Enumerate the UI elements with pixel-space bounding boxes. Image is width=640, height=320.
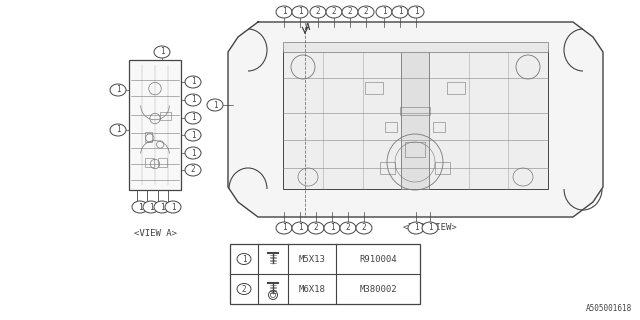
Text: 1: 1 bbox=[298, 7, 302, 17]
Ellipse shape bbox=[110, 84, 126, 96]
Ellipse shape bbox=[154, 46, 170, 58]
Ellipse shape bbox=[356, 222, 372, 234]
Text: 1: 1 bbox=[242, 254, 246, 263]
Text: 1: 1 bbox=[282, 7, 286, 17]
Bar bbox=[405, 142, 425, 157]
Text: <VIEW A>: <VIEW A> bbox=[134, 228, 177, 237]
Text: M5X13: M5X13 bbox=[299, 254, 325, 263]
Bar bbox=[283, 42, 548, 52]
Text: 1: 1 bbox=[171, 203, 175, 212]
Ellipse shape bbox=[292, 6, 308, 18]
Ellipse shape bbox=[110, 124, 126, 136]
Ellipse shape bbox=[310, 6, 326, 18]
Bar bbox=[433, 122, 445, 132]
Text: 2: 2 bbox=[314, 223, 318, 233]
Ellipse shape bbox=[408, 6, 424, 18]
Ellipse shape bbox=[185, 147, 201, 159]
Bar bbox=[401, 50, 429, 189]
Text: 2: 2 bbox=[346, 223, 350, 233]
Bar bbox=[283, 50, 548, 189]
Bar bbox=[145, 157, 154, 167]
Text: 1: 1 bbox=[116, 125, 120, 134]
Text: 1: 1 bbox=[191, 77, 195, 86]
Ellipse shape bbox=[326, 6, 342, 18]
Ellipse shape bbox=[358, 6, 374, 18]
Text: 1: 1 bbox=[160, 203, 164, 212]
Text: 2: 2 bbox=[242, 284, 246, 293]
Ellipse shape bbox=[185, 164, 201, 176]
Text: R910004: R910004 bbox=[359, 254, 397, 263]
Bar bbox=[160, 112, 171, 120]
Ellipse shape bbox=[237, 253, 251, 265]
Bar bbox=[157, 157, 167, 167]
Ellipse shape bbox=[376, 6, 392, 18]
Ellipse shape bbox=[154, 201, 170, 213]
Polygon shape bbox=[228, 22, 603, 217]
Text: 1: 1 bbox=[428, 223, 432, 233]
Text: A: A bbox=[305, 22, 310, 31]
Text: 2: 2 bbox=[362, 223, 366, 233]
Bar bbox=[435, 162, 450, 174]
Bar bbox=[230, 244, 420, 304]
Text: 1: 1 bbox=[138, 203, 142, 212]
Bar bbox=[145, 132, 152, 142]
Ellipse shape bbox=[185, 112, 201, 124]
Text: 1: 1 bbox=[212, 100, 218, 109]
Text: 1: 1 bbox=[191, 95, 195, 105]
Ellipse shape bbox=[185, 94, 201, 106]
Ellipse shape bbox=[342, 6, 358, 18]
Ellipse shape bbox=[340, 222, 356, 234]
Bar bbox=[385, 122, 397, 132]
Ellipse shape bbox=[276, 222, 292, 234]
Text: 1: 1 bbox=[282, 223, 286, 233]
Text: 1: 1 bbox=[413, 7, 419, 17]
Ellipse shape bbox=[292, 222, 308, 234]
Ellipse shape bbox=[132, 201, 148, 213]
Text: M380002: M380002 bbox=[359, 284, 397, 293]
Text: A505001618: A505001618 bbox=[586, 304, 632, 313]
Bar bbox=[400, 107, 430, 115]
Ellipse shape bbox=[237, 284, 251, 294]
Ellipse shape bbox=[143, 201, 159, 213]
Ellipse shape bbox=[276, 6, 292, 18]
Text: 2: 2 bbox=[364, 7, 368, 17]
Bar bbox=[447, 82, 465, 94]
Text: 2: 2 bbox=[191, 165, 195, 174]
Ellipse shape bbox=[207, 99, 223, 111]
Text: 1: 1 bbox=[148, 203, 154, 212]
Text: 1: 1 bbox=[116, 85, 120, 94]
Text: 1: 1 bbox=[191, 114, 195, 123]
Text: 1: 1 bbox=[397, 7, 403, 17]
Ellipse shape bbox=[165, 201, 181, 213]
Text: 2: 2 bbox=[316, 7, 320, 17]
Text: 1: 1 bbox=[413, 223, 419, 233]
Ellipse shape bbox=[392, 6, 408, 18]
Text: 2: 2 bbox=[332, 7, 336, 17]
Text: 1: 1 bbox=[160, 47, 164, 57]
Ellipse shape bbox=[408, 222, 424, 234]
Text: M6X18: M6X18 bbox=[299, 284, 325, 293]
Text: <TOP VIEW>: <TOP VIEW> bbox=[403, 223, 457, 233]
Text: 1: 1 bbox=[298, 223, 302, 233]
Bar bbox=[365, 82, 383, 94]
Ellipse shape bbox=[308, 222, 324, 234]
Text: 2: 2 bbox=[348, 7, 352, 17]
Bar bbox=[380, 162, 395, 174]
Ellipse shape bbox=[324, 222, 340, 234]
Ellipse shape bbox=[185, 76, 201, 88]
Text: 1: 1 bbox=[191, 131, 195, 140]
Text: 1: 1 bbox=[330, 223, 334, 233]
Text: 1: 1 bbox=[191, 148, 195, 157]
Ellipse shape bbox=[185, 129, 201, 141]
Text: 1: 1 bbox=[381, 7, 387, 17]
Bar bbox=[129, 60, 181, 190]
Ellipse shape bbox=[422, 222, 438, 234]
